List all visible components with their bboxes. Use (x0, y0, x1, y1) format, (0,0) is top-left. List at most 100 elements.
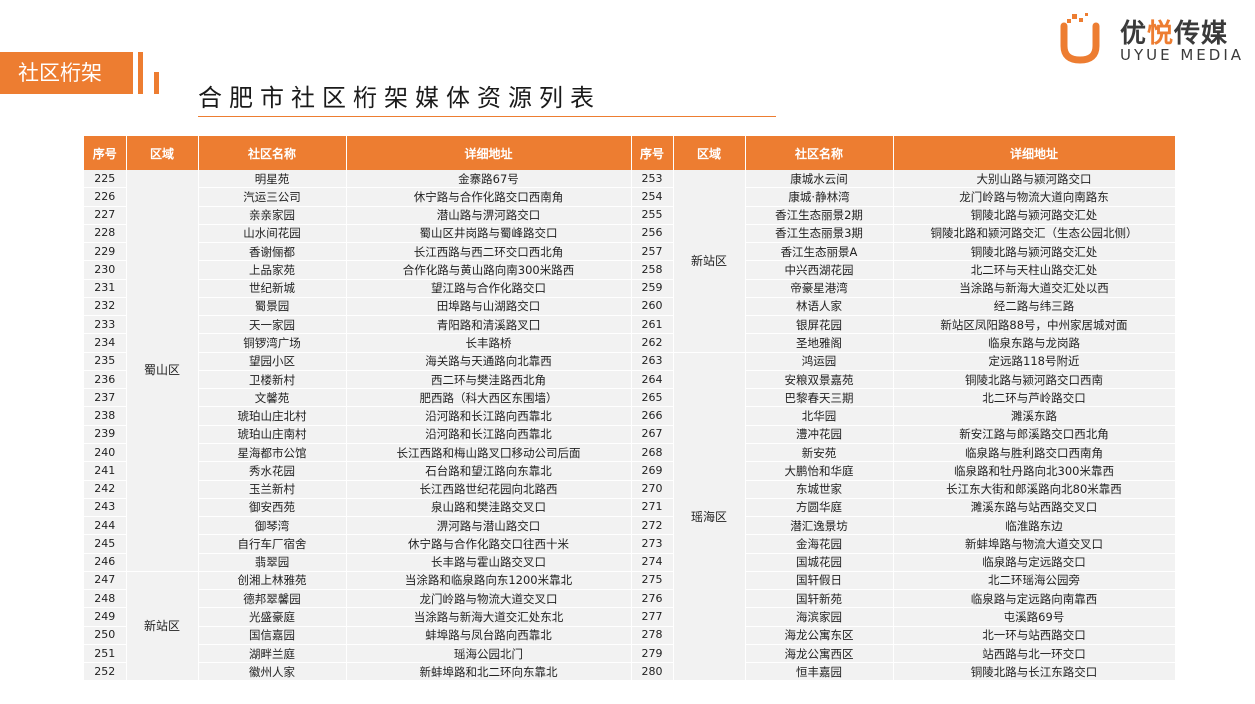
row-seq: 242 (84, 480, 127, 499)
community-address: 海关路与天通路向北靠西 (346, 352, 632, 371)
community-name: 秀水花园 (198, 461, 347, 481)
community-address: 临泉东路与龙岗路 (893, 333, 1176, 353)
community-name: 御安西苑 (198, 498, 347, 518)
community-name: 汽运三公司 (198, 187, 347, 207)
row-seq: 248 (84, 589, 127, 609)
row-seq: 264 (631, 370, 674, 390)
table-row: 249 光盛豪庭 当涂路与新海大道交汇处东北 277 海滨家园 屯溪路69号 (84, 607, 1176, 627)
region-cell: 新站区 (126, 571, 199, 682)
row-seq: 273 (631, 534, 674, 554)
row-seq: 247 (84, 571, 127, 591)
community-address: 沿河路和长江路向西靠北 (346, 406, 632, 426)
table-header-row: 序号 区域 社区名称 详细地址 序号 区域 社区名称 详细地址 (84, 136, 1176, 170)
row-seq: 243 (84, 498, 127, 518)
community-name: 香江生态丽景2期 (745, 206, 894, 225)
table-row: 241 秀水花园 石台路和望江路向东靠北 269 大鹏怡和华庭 临泉路和牡丹路向北300米… (84, 461, 1176, 481)
row-seq: 275 (631, 571, 674, 591)
community-name: 澧冲花园 (745, 425, 894, 444)
community-address: 北一环与站西路交口 (893, 626, 1176, 645)
community-name: 世纪新城 (198, 279, 347, 298)
row-seq: 236 (84, 370, 127, 390)
row-seq: 270 (631, 480, 674, 499)
accent-bar (138, 52, 143, 94)
row-seq: 266 (631, 406, 674, 426)
community-name: 银屏花园 (745, 315, 894, 335)
community-name: 文馨苑 (198, 388, 347, 408)
table-row: 243 御安西苑 泉山路和樊洼路交叉口 271 方圆华庭 濉溪东路与站西路交叉口 (84, 498, 1176, 518)
community-address: 龙门岭路与物流大道交叉口 (346, 589, 632, 609)
community-name: 蜀景园 (198, 297, 347, 317)
row-seq: 234 (84, 333, 127, 353)
table-row: 235 望园小区 海关路与天通路向北靠西 263 瑶海区 鸿运园 定远路118号附近 (84, 352, 1176, 682)
community-address: 田埠路与山湖路交口 (346, 297, 632, 317)
table-row: 234 铜锣湾广场 长丰路桥 262 圣地雅阁 临泉东路与龙岗路 (84, 333, 1176, 353)
table-row: 244 御琴湾 淠河路与潜山路交口 272 潜汇逸景坊 临淮路东边 (84, 516, 1176, 536)
community-address: 蜀山区井岗路与蜀峰路交口 (346, 224, 632, 244)
community-address: 长江西路世纪花园向北路西 (346, 480, 632, 499)
table-row: 225 蜀山区 明星苑 金寨路67号 253 新站区 康城水云间 大别山路与颍河路交口 (84, 170, 1176, 572)
community-address: 青阳路和清溪路叉囗 (346, 315, 632, 335)
community-name: 国信嘉园 (198, 626, 347, 645)
community-address: 望江路与合作化路交口 (346, 279, 632, 298)
community-address: 铜陵北路与颍河路交口西南 (893, 370, 1176, 390)
community-address: 休宁路与合作化路交口往西十米 (346, 534, 632, 554)
col-header-region: 区域 (126, 136, 199, 170)
row-seq: 267 (631, 425, 674, 444)
community-name: 方圆华庭 (745, 498, 894, 518)
community-name: 圣地雅阁 (745, 333, 894, 353)
logo-u-icon (1060, 13, 1100, 64)
row-seq: 232 (84, 297, 127, 317)
row-seq: 262 (631, 333, 674, 353)
community-address: 临泉路和牡丹路向北300米靠西 (893, 461, 1176, 481)
community-address: 经二路与纬三路 (893, 297, 1176, 317)
community-name: 恒丰嘉园 (745, 662, 894, 682)
row-seq: 280 (631, 662, 674, 682)
community-address: 金寨路67号 (346, 170, 632, 189)
community-name: 新安苑 (745, 443, 894, 463)
row-seq: 253 (631, 170, 674, 189)
row-seq: 278 (631, 626, 674, 645)
community-name: 御琴湾 (198, 516, 347, 536)
row-seq: 274 (631, 553, 674, 572)
row-seq: 261 (631, 315, 674, 335)
table-row: 227 亲亲家园 潜山路与淠河路交口 255 香江生态丽景2期 铜陵北路与颍河路交汇处 (84, 206, 1176, 225)
table-row: 232 蜀景园 田埠路与山湖路交口 260 林语人家 经二路与纬三路 (84, 297, 1176, 317)
community-name: 光盛豪庭 (198, 607, 347, 627)
table-row: 248 德邦翠馨园 龙门岭路与物流大道交叉口 276 国轩新苑 临泉路与定远路向南靠西 (84, 589, 1176, 609)
community-address: 铜陵北路与长江东路交口 (893, 662, 1176, 682)
region-cell: 瑶海区 (673, 352, 746, 682)
community-name: 海龙公寓西区 (745, 644, 894, 664)
community-name: 林语人家 (745, 297, 894, 317)
row-seq: 237 (84, 388, 127, 408)
community-name: 国轩假日 (745, 571, 894, 591)
community-address: 肥西路（科大西区东围墙） (346, 388, 632, 408)
community-name: 康城·静林湾 (745, 187, 894, 207)
community-name: 星海都市公馆 (198, 443, 347, 463)
row-seq: 265 (631, 388, 674, 408)
community-name: 海龙公寓东区 (745, 626, 894, 645)
community-name: 湖畔兰庭 (198, 644, 347, 664)
title-underline (198, 116, 776, 117)
community-address: 当涂路与新海大道交汇处以西 (893, 279, 1176, 298)
community-address: 西二环与樊洼路西北角 (346, 370, 632, 390)
community-name: 鸿运园 (745, 352, 894, 371)
community-name: 巴黎春天三期 (745, 388, 894, 408)
col-header-address: 详细地址 (346, 136, 632, 170)
community-name: 卫楼新村 (198, 370, 347, 390)
community-address: 淠河路与潜山路交口 (346, 516, 632, 536)
row-seq: 258 (631, 260, 674, 280)
row-seq: 255 (631, 206, 674, 225)
brand-logo: 优悦传媒 UYUE MEDIA (1058, 12, 1248, 68)
community-address: 临泉路与定远路交口 (893, 553, 1176, 572)
row-seq: 229 (84, 242, 127, 262)
community-address: 北二环瑶海公园旁 (893, 571, 1176, 591)
community-address: 长丰路桥 (346, 333, 632, 353)
community-address: 长江西路和梅山路叉囗移动公司后面 (346, 443, 632, 463)
row-seq: 245 (84, 534, 127, 554)
table-row: 250 国信嘉园 蚌埠路与凤台路向西靠北 278 海龙公寓东区 北一环与站西路交口 (84, 626, 1176, 645)
community-name: 东城世家 (745, 480, 894, 499)
region-cell: 新站区 (673, 170, 746, 353)
col-header-region: 区域 (673, 136, 746, 170)
row-seq: 241 (84, 461, 127, 481)
community-name: 玉兰新村 (198, 480, 347, 499)
